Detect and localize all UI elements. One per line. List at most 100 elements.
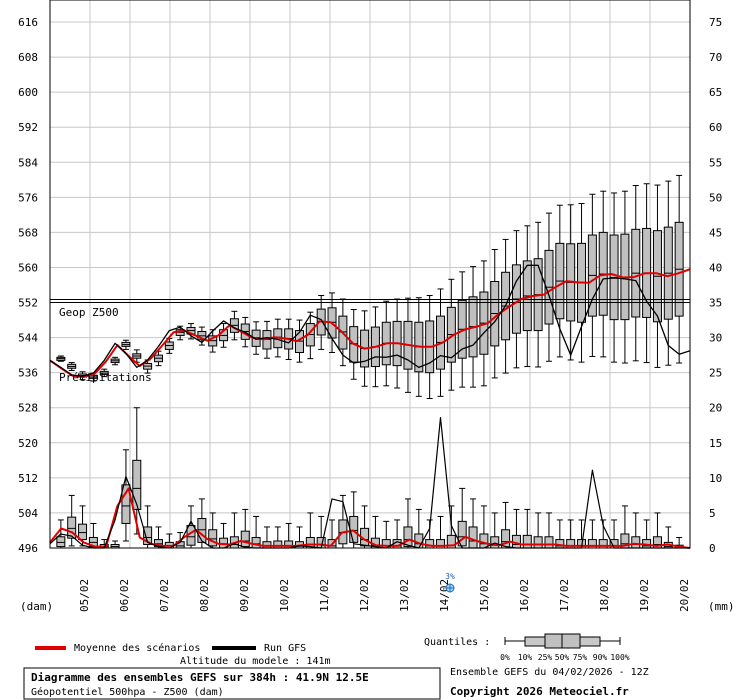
run-z500-line [49,264,691,377]
quantile-tick: 50% [555,653,570,662]
date-tick-label: 16/02 [518,579,531,612]
precip-box-body [544,536,554,549]
run-precip-line [49,417,690,549]
z500-box [132,349,142,363]
series-lines [49,264,691,549]
precip-box-body [143,526,153,545]
quantile-tick-labels: 0% 10% 25% 50% 75% 90% 100% [500,653,630,662]
date-tick-label: 18/02 [598,579,611,612]
precip-box-body [67,516,77,539]
z500-box [56,355,66,362]
precip-box [67,494,77,547]
z500-box [587,193,597,357]
snowflake-icon: 3% [445,572,455,593]
precip-box-body [78,523,88,541]
ensemble-run-label: Ensemble GEFS du 04/02/2026 - 12Z [450,667,649,678]
precip-box-body [479,533,489,549]
right-tick-label: 70 [709,51,722,64]
quantile-tick: 10% [518,653,533,662]
right-axis-unit: (mm) [708,600,735,613]
quantiles-diagram [504,633,621,649]
precip-box-body [533,536,543,549]
z500-box [99,368,109,378]
right-tick-label: 35 [709,297,722,310]
quantile-tick: 90% [593,653,608,662]
precip-box-body [457,520,467,547]
copyright-label: Copyright 2026 Meteociel.fr [450,685,629,698]
right-tick-label: 75 [709,16,722,29]
left-tick-label: 568 [18,226,38,239]
precip-box [121,449,131,542]
precip-box-body [121,484,131,524]
left-tick-label: 504 [18,507,38,520]
legend: Moyenne des scénarios Run GFS Altitude d… [23,633,649,700]
legend-mean-label: Moyenne des scénarios [74,642,200,654]
x-axis-date-ticks: 05/02 06/02 07/02 08/02 09/02 10/02 11/02 12/02… [78,579,691,612]
date-tick-label: 09/02 [238,579,251,612]
quantile-tick: 100% [610,653,629,662]
z500-box [631,184,641,362]
z500-box [110,356,120,366]
left-tick-label: 544 [18,332,38,345]
right-tick-label: 20 [709,402,722,415]
quantile-tick: 0% [500,653,510,662]
z500-box [229,310,239,341]
precip-box-body [197,518,207,543]
date-tick-label: 06/02 [118,579,131,612]
label-precipitations: Précipitations [59,371,152,384]
left-tick-label: 608 [18,51,38,64]
plot-frame [49,0,691,549]
right-tick-label: 40 [709,261,722,274]
date-tick-label: 12/02 [358,579,371,612]
date-tick-label: 08/02 [198,579,211,612]
altitude-label: Altitude du modele : 141m [180,656,331,667]
date-tick-label: 17/02 [558,579,571,612]
snow-probability-label: 3% [445,572,455,581]
precip-box-body [522,534,532,549]
left-tick-label: 520 [18,437,38,450]
right-tick-label: 0 [709,542,716,555]
date-tick-label: 15/02 [478,579,491,612]
left-tick-label: 600 [18,86,38,99]
left-axis-ticks: 616 608 600 592 584 576 568 560 552 544 536 528 520 5… [18,16,38,555]
title-box [23,667,441,700]
precip-box-body [631,536,641,549]
right-tick-label: 65 [709,86,722,99]
left-tick-label: 496 [18,542,38,555]
precip-box-body [273,540,283,549]
precip-box-body [414,533,424,549]
right-tick-label: 25 [709,367,722,380]
chart-title: Diagramme des ensembles GEFS sur 384h : … [31,671,369,684]
left-axis-unit: (dam) [20,600,53,613]
left-tick-label: 592 [18,121,38,134]
date-tick-label: 10/02 [278,579,291,612]
left-tick-label: 512 [18,472,38,485]
precip-box-body [403,526,413,548]
precip-box-body [132,459,142,510]
z500-box [663,180,673,366]
left-tick-label: 552 [18,297,38,310]
precip-box-body [240,530,250,548]
chart-subtitle: Géopotentiel 500hpa - Z500 (dam) [31,686,224,698]
right-tick-label: 60 [709,121,722,134]
right-tick-label: 45 [709,226,722,239]
precip-box-body [251,536,261,549]
left-tick-label: 616 [18,16,38,29]
z500-box [652,184,662,368]
right-tick-label: 55 [709,156,722,169]
right-tick-label: 50 [709,191,722,204]
precip-box-body [208,529,218,547]
right-tick-label: 15 [709,437,722,450]
right-tick-label: 10 [709,472,722,485]
left-tick-label: 528 [18,402,38,415]
precip-box-body [490,536,500,549]
date-tick-label: 05/02 [78,579,91,612]
precip-box-body [468,526,478,549]
left-tick-label: 576 [18,191,38,204]
legend-run-label: Run GFS [264,643,306,654]
date-tick-label: 11/02 [318,579,331,612]
z500-box [674,174,684,364]
quantile-tick: 25% [538,653,553,662]
